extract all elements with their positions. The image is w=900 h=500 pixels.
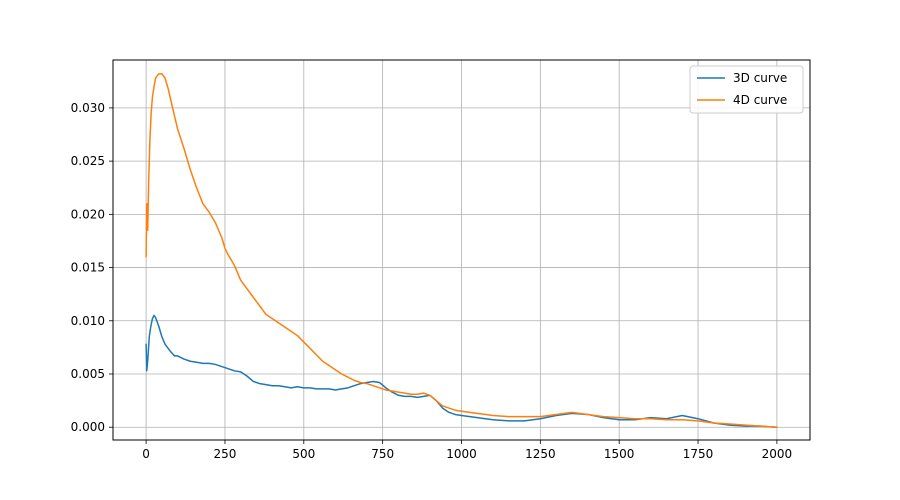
- x-axis: 0 250 500 750 1000 1250 1500 1750 2000: [142, 440, 792, 461]
- x-tick-label: 750: [371, 447, 394, 461]
- y-tick-label: 0.010: [71, 314, 105, 328]
- x-tick-label: 1750: [683, 447, 714, 461]
- x-tick-label: 250: [214, 447, 237, 461]
- y-tick-label: 0.015: [71, 261, 105, 275]
- grid-lines: [113, 60, 810, 440]
- y-tick-label: 0.020: [71, 207, 105, 221]
- x-tick-label: 1250: [525, 447, 556, 461]
- x-tick-label: 0: [142, 447, 150, 461]
- y-tick-label: 0.025: [71, 154, 105, 168]
- series-line-3d-curve: [145, 314, 778, 428]
- x-tick-label: 500: [292, 447, 315, 461]
- legend-label-3d: 3D curve: [733, 71, 787, 85]
- y-tick-label: 0.030: [71, 101, 105, 115]
- y-axis: 0.000 0.005 0.010 0.015 0.020 0.025 0.030: [71, 101, 113, 434]
- x-tick-label: 1500: [604, 447, 635, 461]
- series-layer: [145, 73, 778, 428]
- x-tick-label: 1000: [446, 447, 477, 461]
- y-tick-label: 0.005: [71, 367, 105, 381]
- y-tick-label: 0.000: [71, 420, 105, 434]
- legend-label-4d: 4D curve: [733, 93, 787, 107]
- x-tick-label: 2000: [762, 447, 793, 461]
- series-line-4d-curve: [145, 73, 778, 428]
- legend: 3D curve 4D curve: [689, 65, 804, 114]
